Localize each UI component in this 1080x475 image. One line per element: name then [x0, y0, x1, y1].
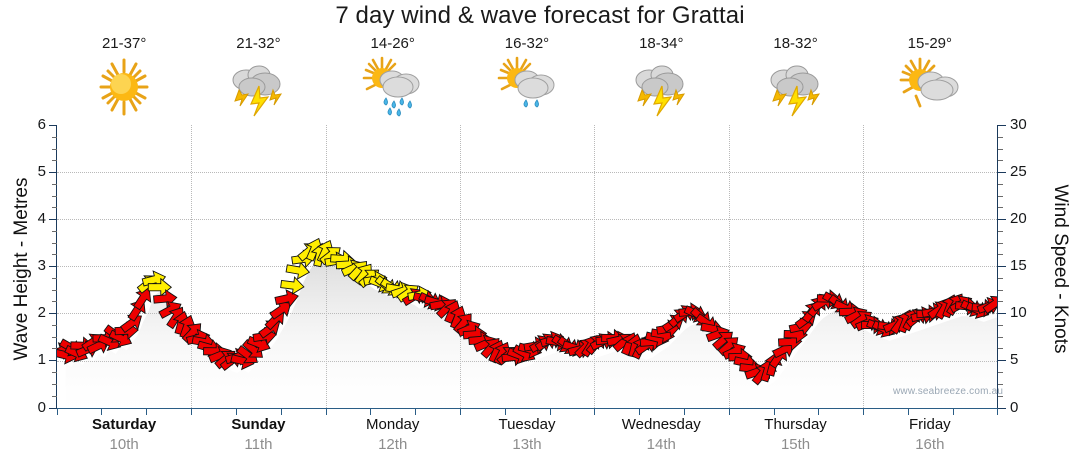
gridline-h-1 [57, 361, 997, 362]
day-name: Sunday [231, 416, 286, 433]
day-name: Tuesday [498, 416, 556, 433]
sunny-icon [87, 56, 161, 118]
day-header-1: 21-32° [191, 34, 325, 124]
gridline-v-4 [594, 125, 595, 408]
day-label-3: Tuesday 13th [460, 415, 594, 469]
day-date: 15th [780, 436, 811, 453]
ylab-left-5: 5 [37, 163, 46, 180]
gridline-v-3 [460, 125, 461, 408]
day-date: 10th [109, 436, 139, 453]
ylab-right-15: 15 [1010, 257, 1027, 274]
ylab-right-10: 10 [1010, 304, 1027, 321]
day-name: Friday [908, 416, 951, 433]
day-header-5: 18-32° [728, 34, 862, 124]
ylab-left-6: 6 [37, 116, 46, 133]
ylab-right-5: 5 [1010, 351, 1019, 368]
wind-arrow-series [57, 125, 997, 408]
sun-shower-icon [490, 56, 564, 118]
ylab-left-0: 0 [37, 399, 46, 416]
temp-range: 15-29° [907, 35, 953, 52]
y-axis-left-title: Wave Height - Metres [11, 177, 32, 361]
ylab-right-20: 20 [1010, 210, 1027, 227]
seabreeze-watermark: www.seabreeze.com.au [893, 386, 1004, 397]
ylab-right-0: 0 [1010, 399, 1019, 416]
day-name: Saturday [92, 416, 157, 433]
x-axis-line [57, 408, 998, 409]
temp-range: 16-32° [504, 35, 550, 52]
day-header-4: 18-34° [594, 34, 728, 124]
day-name: Monday [366, 416, 420, 433]
gridline-h-4 [57, 219, 997, 220]
page-title: 7 day wind & wave forecast for Grattai [335, 2, 745, 29]
thunderstorm-icon [624, 56, 698, 118]
temp-range: 18-32° [773, 35, 818, 52]
day-header-2: 14-26° [326, 34, 460, 124]
thunderstorm-icon [759, 56, 833, 118]
ylab-left-4: 4 [37, 210, 46, 227]
temp-range: 18-34° [639, 35, 684, 52]
day-label-2: Monday 12th [326, 415, 460, 469]
ylab-left-1: 1 [37, 351, 46, 368]
day-header-6: 15-29° [863, 34, 997, 124]
y-axis-left-line [56, 125, 57, 409]
sun-shower-heavy-icon [356, 56, 430, 118]
day-label-0: Saturday 10th [57, 415, 191, 469]
partly-cloudy-icon [893, 56, 967, 118]
day-name: Wednesday [621, 416, 701, 433]
day-header-3: 16-32° [460, 34, 594, 124]
x-axis-day-labels: Saturday 10th Sunday 11th Monday 12th Tu… [57, 415, 997, 469]
day-date: 13th [512, 436, 542, 453]
day-label-1: Sunday 11th [191, 415, 325, 469]
temp-range: 21-37° [101, 35, 147, 52]
day-header-row: 21-37° [57, 34, 997, 124]
day-header-0: 21-37° [57, 34, 191, 124]
y-axis-right-title: Wind Speed - Knots [1050, 184, 1071, 354]
gridline-v-1 [191, 125, 192, 408]
day-label-5: Thursday 15th [728, 415, 862, 469]
day-date: 12th [378, 436, 408, 453]
day-label-6: Friday 16th [863, 415, 997, 469]
y-axis-right-line [997, 125, 998, 409]
temp-range: 21-32° [236, 35, 281, 52]
day-label-4: Wednesday 14th [594, 415, 728, 469]
gridline-v-6 [863, 125, 864, 408]
gridline-h-2 [57, 313, 997, 314]
thunderstorm-icon [221, 56, 295, 118]
day-date: 14th [646, 436, 676, 453]
ylab-right-25: 25 [1010, 163, 1027, 180]
day-date: 16th [915, 436, 945, 453]
gridline-v-5 [729, 125, 730, 408]
ylab-left-3: 3 [37, 257, 46, 274]
gridline-h-3 [57, 266, 997, 267]
day-date: 11th [244, 436, 273, 453]
ylab-left-2: 2 [37, 304, 46, 321]
day-name: Thursday [764, 416, 827, 433]
temp-range: 14-26° [370, 35, 415, 52]
ylab-right-30: 30 [1010, 116, 1027, 133]
gridline-h-5 [57, 172, 997, 173]
